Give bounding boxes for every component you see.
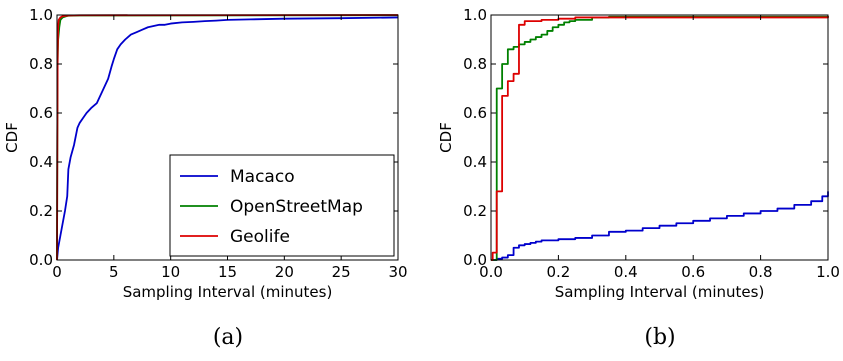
x-axis-label: Sampling Interval (minutes) bbox=[555, 283, 765, 301]
x-tick-label: 0.8 bbox=[749, 263, 773, 281]
chart-panel-b: 0.0 0.2 0.4 0.6 0.8 1.0 0.0 0.2 0.4 0.6 0.8 1.0 Samp… bbox=[437, 6, 840, 350]
y-tick-label: 0.4 bbox=[29, 153, 53, 171]
y-tick-label: 0.6 bbox=[463, 104, 487, 122]
y-tick-label: 0.4 bbox=[463, 153, 487, 171]
legend-label-macaco: Macaco bbox=[230, 167, 295, 187]
legend-label-geolife: Geolife bbox=[230, 227, 290, 247]
y-tick-label: 0.8 bbox=[29, 55, 53, 73]
y-axis-label: CDF bbox=[437, 122, 455, 153]
series-line-macaco bbox=[491, 191, 829, 261]
legend: Macaco OpenStreetMap Geolife bbox=[169, 154, 395, 257]
series-line-macaco bbox=[56, 16, 399, 261]
x-tick-label: 5 bbox=[109, 263, 119, 281]
y-tick-label: 0.6 bbox=[29, 104, 53, 122]
x-tick-label: 25 bbox=[332, 263, 351, 281]
plot-frame bbox=[490, 14, 829, 261]
y-tick-label: 0.8 bbox=[463, 55, 487, 73]
series-line-geolife bbox=[491, 16, 829, 261]
panel-caption: (b) bbox=[644, 325, 675, 350]
y-tick-label: 1.0 bbox=[29, 6, 53, 24]
y-tick-label: 0.0 bbox=[463, 251, 487, 269]
legend-label-openstreetmap: OpenStreetMap bbox=[230, 197, 363, 217]
y-tick-label: 0.2 bbox=[29, 202, 53, 220]
y-tick-label: 0.2 bbox=[463, 202, 487, 220]
chart-panel-a: 0 5 10 15 20 25 30 0.0 0.2 0.4 0.6 0.8 1.0 Sampling I… bbox=[3, 6, 408, 350]
x-axis-label: Sampling Interval (minutes) bbox=[123, 283, 333, 301]
x-tick-label: 0.4 bbox=[614, 263, 638, 281]
x-tick-label: 15 bbox=[218, 263, 237, 281]
x-tick-label: 0 bbox=[52, 263, 62, 281]
x-tick-label: 0.6 bbox=[681, 263, 705, 281]
y-tick-label: 0.0 bbox=[29, 251, 53, 269]
x-tick-label: 1.0 bbox=[816, 263, 840, 281]
x-tick-label: 20 bbox=[275, 263, 294, 281]
panel-caption: (a) bbox=[213, 325, 243, 350]
series-line-openstreetmap bbox=[491, 15, 829, 261]
x-tick-label: 0.2 bbox=[546, 263, 570, 281]
y-tick-label: 1.0 bbox=[463, 6, 487, 24]
y-axis-label: CDF bbox=[3, 122, 21, 153]
x-tick-label: 30 bbox=[388, 263, 407, 281]
x-tick-label: 0.0 bbox=[479, 263, 503, 281]
x-tick-label: 10 bbox=[161, 263, 180, 281]
